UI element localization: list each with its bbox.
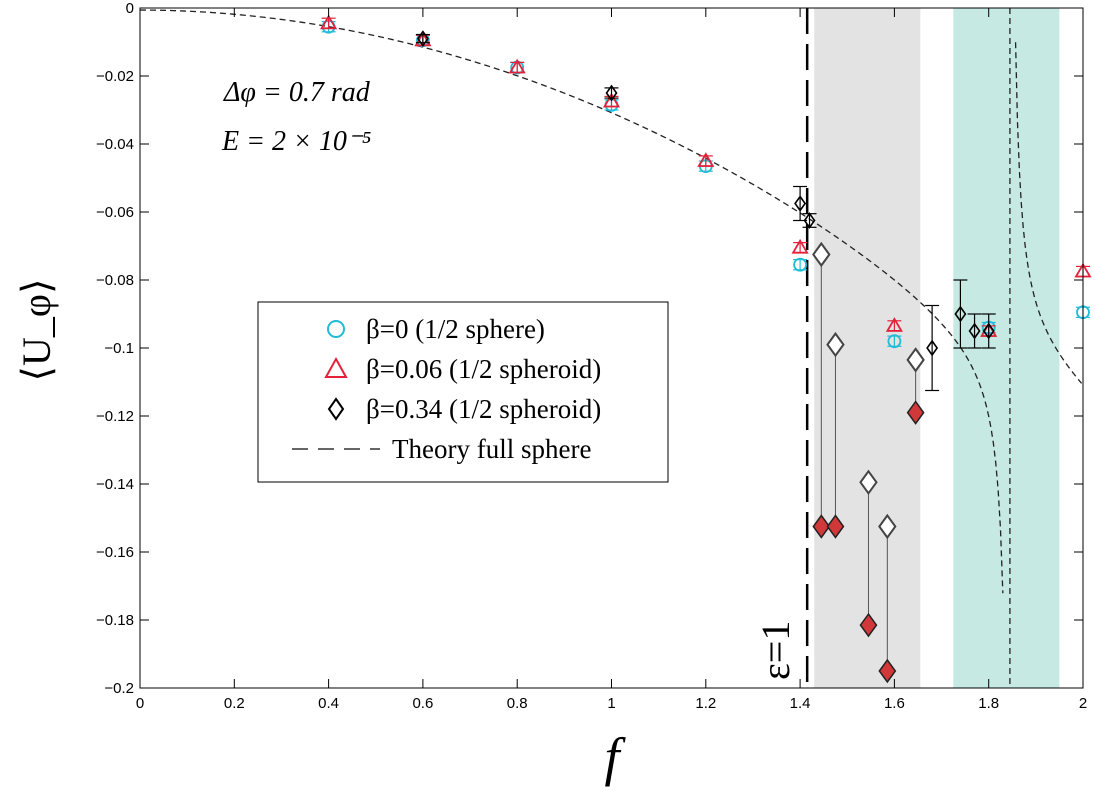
y-tick-label: −0.16 — [96, 544, 134, 561]
y-tick-label: −0.1 — [104, 340, 134, 357]
legend-triangle-marker — [324, 356, 348, 378]
y-tick-label: −0.12 — [96, 408, 134, 425]
axes: 0 0.2 0.4 0.6 0.8 1 1.2 1.4 1.6 1.8 2 0 −0.02 −0.04 −0… — [96, 0, 1087, 712]
x-tick-label: 0.4 — [318, 695, 339, 712]
circle-point — [793, 257, 807, 272]
diamond-point — [926, 339, 939, 357]
unstable-filled-point — [826, 514, 845, 539]
epsilon-label: ε=1 — [753, 621, 798, 680]
diamond-point — [968, 322, 981, 340]
diamond-point — [954, 305, 967, 323]
triangle-point — [320, 14, 338, 30]
y-tick-label: −0.2 — [104, 680, 134, 697]
y-tick-label: −0.06 — [96, 204, 134, 221]
circle-point — [887, 334, 902, 349]
unstable-hollow-point — [826, 331, 845, 358]
legend-diamond-marker — [327, 397, 345, 421]
triangle-point — [697, 152, 715, 167]
unstable-hollow-point — [859, 469, 878, 496]
diamond-point — [982, 322, 995, 340]
legend-label: Theory full sphere — [392, 434, 591, 464]
theory-curve-lower-branch — [139, 9, 1004, 594]
triangle-point — [508, 58, 526, 74]
theory-curve-upper-branch — [1014, 42, 1083, 384]
legend-box — [257, 301, 669, 483]
unstable-hollow-point — [812, 241, 831, 268]
x-tick-label: 0.2 — [224, 695, 245, 712]
diamond-point — [794, 195, 807, 212]
x-axis-label: f — [604, 727, 626, 787]
y-tick-label: −0.08 — [96, 272, 134, 289]
x-tick-label: 1.2 — [695, 695, 716, 712]
x-tick-label: 1.8 — [978, 695, 999, 712]
diamond-point — [605, 84, 618, 102]
x-tick-label: 1.4 — [790, 695, 811, 712]
unstable-filled-point — [878, 658, 897, 684]
diamond-point — [803, 212, 816, 229]
unstable-filled-point — [906, 400, 925, 425]
legend-label: β=0.06 (1/2 spheroid) — [366, 354, 601, 384]
shaded-regions — [814, 8, 1060, 688]
y-axis-label: ⟨U_φ⟩ — [14, 278, 59, 381]
x-tick-label: 1.6 — [884, 695, 905, 712]
y-tick-label: 0 — [126, 0, 134, 17]
x-tick-label: 1 — [607, 695, 615, 712]
x-tick-label: 0.6 — [412, 695, 433, 712]
legend-label: β=0 (1/2 sphere) — [366, 314, 545, 344]
ekman-annotation: E = 2 × 10⁻⁵ — [221, 126, 372, 157]
unstable-filled-point — [812, 514, 831, 539]
x-tick-label: 0 — [136, 695, 144, 712]
delta-phi-annotation: Δφ = 0.7 rad — [223, 77, 371, 108]
diamond-point — [416, 30, 429, 47]
unstable-filled-point — [859, 612, 878, 638]
legend: β=0 (1/2 sphere) β=0.06 (1/2 spheroid) β=0… — [257, 301, 669, 483]
y-tick-label: −0.14 — [96, 476, 134, 493]
triangle-point — [885, 317, 903, 332]
theory-curves — [139, 8, 1083, 688]
x-tick-label: 0.8 — [507, 695, 528, 712]
y-tick-label: −0.04 — [96, 136, 134, 153]
legend-circle-marker — [327, 320, 345, 338]
data-markers — [320, 14, 1092, 684]
x-tick-label: 2 — [1079, 695, 1087, 712]
y-tick-label: −0.18 — [96, 612, 134, 629]
unstable-hollow-point — [878, 513, 897, 540]
triangle-point — [791, 238, 809, 254]
triangle-point — [602, 92, 621, 108]
unstable-hollow-point — [906, 347, 925, 373]
y-tick-label: −0.02 — [96, 68, 134, 85]
legend-label: β=0.34 (1/2 spheroid) — [366, 394, 601, 424]
